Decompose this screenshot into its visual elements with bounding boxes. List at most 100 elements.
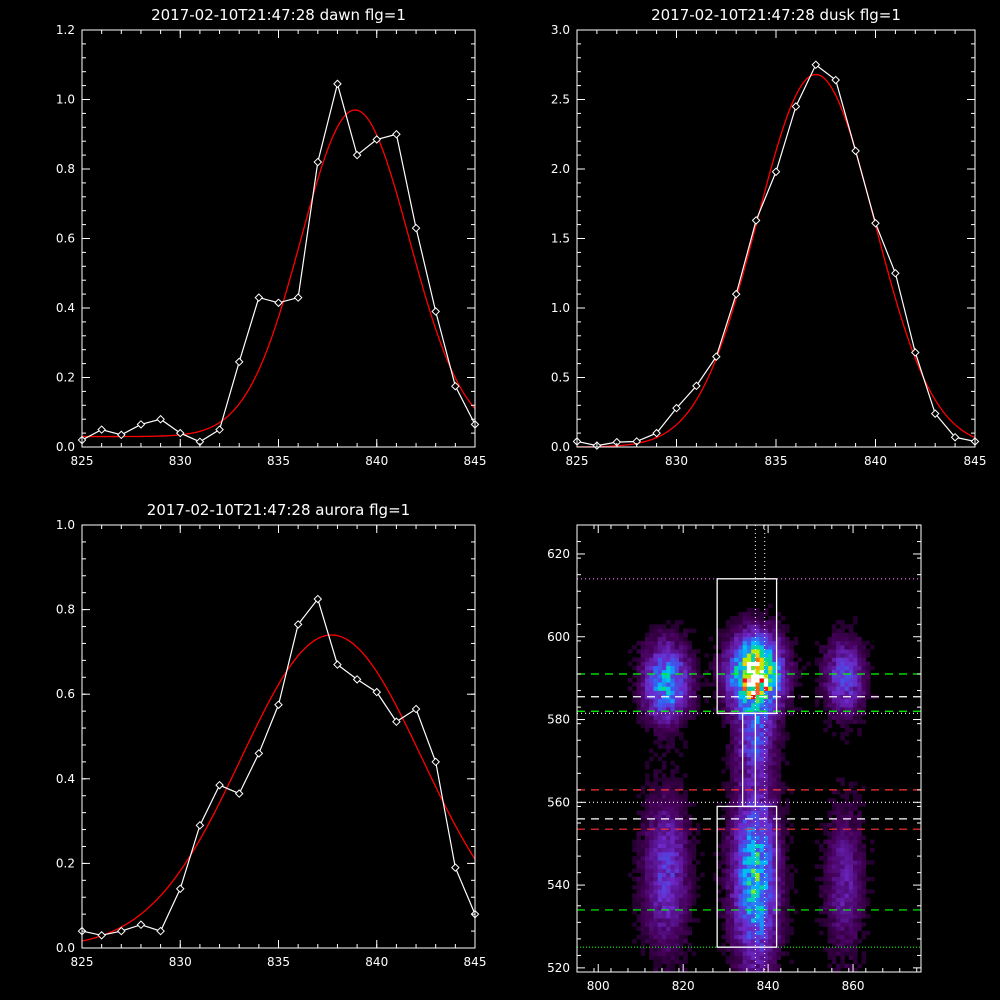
heatmap-cell bbox=[772, 690, 777, 695]
heatmap-cell bbox=[772, 905, 777, 911]
heatmap-cell bbox=[729, 918, 735, 923]
heatmap-cell bbox=[738, 628, 743, 633]
heatmap-cell bbox=[776, 632, 782, 638]
heatmap-cell bbox=[670, 914, 675, 919]
heatmap-cell bbox=[819, 847, 824, 853]
heatmap-cell bbox=[678, 669, 684, 675]
heatmap-cell bbox=[644, 794, 650, 799]
heatmap-cell bbox=[746, 856, 752, 861]
heatmap-cell bbox=[644, 661, 650, 667]
heatmap-cell bbox=[751, 723, 756, 729]
heatmap-cell bbox=[674, 955, 680, 960]
heatmap-cell bbox=[827, 893, 833, 898]
heatmap-cell bbox=[759, 773, 765, 778]
heatmap-cell bbox=[674, 926, 680, 931]
heatmap-cell bbox=[674, 835, 680, 840]
heatmap-cell bbox=[666, 711, 671, 716]
heatmap-cell bbox=[644, 930, 650, 936]
heatmap-cell bbox=[729, 769, 735, 774]
heatmap-cell bbox=[687, 702, 692, 708]
heatmap-cell bbox=[738, 690, 743, 695]
heatmap-cell bbox=[755, 640, 760, 646]
heatmap-cell bbox=[776, 756, 782, 762]
heatmap-cell bbox=[776, 955, 782, 960]
heatmap-cell bbox=[768, 951, 773, 956]
y-tick-label: 0.8 bbox=[56, 162, 75, 176]
heatmap-cell bbox=[670, 736, 675, 741]
heatmap-cell bbox=[836, 876, 841, 882]
heatmap-cell bbox=[666, 674, 671, 679]
heatmap-cell bbox=[674, 806, 680, 811]
heatmap-cell bbox=[649, 789, 654, 795]
heatmap-cell bbox=[776, 897, 782, 902]
heatmap-cell bbox=[670, 922, 675, 927]
heatmap-cell bbox=[678, 686, 684, 691]
heatmap-cell bbox=[649, 707, 654, 712]
heatmap-cell bbox=[848, 847, 854, 853]
chart-title: 2017-02-10T21:47:28 dusk flg=1 bbox=[651, 6, 901, 24]
heatmap-cell bbox=[755, 798, 760, 803]
heatmap-cell bbox=[661, 905, 667, 911]
heatmap-cell bbox=[831, 669, 837, 675]
heatmap-cell bbox=[768, 632, 773, 638]
heatmap-cell bbox=[695, 702, 701, 708]
heatmap-cell bbox=[763, 773, 769, 778]
heatmap-cell bbox=[861, 640, 867, 646]
heatmap-cell bbox=[687, 690, 692, 695]
heatmap-cell bbox=[853, 868, 858, 873]
heatmap-cell bbox=[768, 889, 773, 894]
heatmap-cell bbox=[844, 661, 850, 667]
heatmap-cell bbox=[670, 744, 675, 749]
heatmap-cell bbox=[768, 967, 773, 972]
heatmap-cell bbox=[636, 669, 642, 675]
heatmap-cell bbox=[768, 769, 773, 774]
heatmap-cell bbox=[725, 818, 731, 824]
heatmap-cell bbox=[670, 636, 675, 642]
heatmap-cell bbox=[823, 678, 828, 683]
heatmap-cell bbox=[640, 694, 646, 700]
heatmap-cell bbox=[640, 661, 646, 667]
heatmap-cell bbox=[772, 843, 777, 849]
heatmap-cell bbox=[661, 934, 667, 940]
heatmap-cell bbox=[857, 690, 862, 695]
heatmap-cell bbox=[640, 897, 646, 902]
heatmap-cell bbox=[776, 918, 782, 923]
heatmap-cell bbox=[836, 872, 841, 878]
heatmap-cell bbox=[857, 810, 862, 816]
heatmap-cell bbox=[751, 682, 756, 687]
heatmap-cell bbox=[844, 847, 850, 853]
heatmap-cell bbox=[823, 889, 828, 894]
heatmap-cell bbox=[670, 885, 675, 890]
heatmap-cell bbox=[857, 856, 862, 861]
heatmap-cell bbox=[755, 922, 760, 927]
heatmap-cell bbox=[763, 698, 769, 704]
heatmap-cell bbox=[729, 926, 735, 931]
heatmap-cell bbox=[768, 723, 773, 729]
heatmap-cell bbox=[721, 868, 726, 873]
heatmap-cell bbox=[746, 963, 752, 969]
heatmap-cell bbox=[657, 827, 663, 832]
heatmap-cell bbox=[861, 893, 867, 898]
heatmap-cell bbox=[695, 649, 701, 654]
heatmap-cell bbox=[751, 636, 756, 642]
heatmap-cell bbox=[644, 856, 650, 861]
heatmap-cell bbox=[831, 649, 837, 654]
heatmap-cell bbox=[695, 918, 701, 923]
heatmap-cell bbox=[776, 893, 782, 898]
heatmap-cell bbox=[848, 682, 854, 687]
heatmap-cell bbox=[797, 707, 803, 712]
heatmap-cell bbox=[844, 835, 850, 840]
heatmap-cell bbox=[738, 657, 743, 662]
heatmap-cell bbox=[670, 827, 675, 832]
heatmap-cell bbox=[717, 876, 722, 882]
heatmap-cell bbox=[751, 827, 756, 832]
heatmap-cell bbox=[678, 802, 684, 807]
heatmap-cell bbox=[763, 864, 769, 869]
heatmap-cell bbox=[836, 678, 841, 683]
heatmap-cell bbox=[785, 843, 790, 849]
heatmap-cell bbox=[785, 880, 790, 886]
heatmap-cell bbox=[776, 620, 782, 625]
heatmap-cell bbox=[827, 860, 833, 865]
heatmap-cell bbox=[819, 856, 824, 861]
heatmap-cell bbox=[738, 959, 743, 965]
